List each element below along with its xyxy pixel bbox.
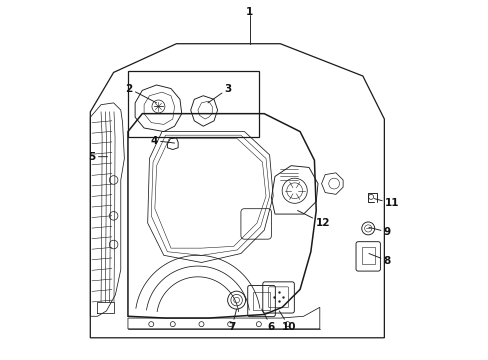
Text: 6: 6 [261, 309, 274, 332]
Text: 10: 10 [279, 311, 296, 332]
Text: 7: 7 [228, 309, 236, 332]
Text: 9: 9 [368, 227, 390, 237]
Text: 11: 11 [373, 198, 399, 208]
Text: 12: 12 [297, 211, 329, 228]
Bar [128, 71, 258, 137]
Text: 4: 4 [150, 136, 174, 145]
Text: 5: 5 [88, 152, 107, 162]
Text: 2: 2 [125, 84, 156, 103]
Text: 8: 8 [368, 253, 390, 266]
Text: 1: 1 [246, 7, 253, 17]
Text: 3: 3 [207, 84, 231, 103]
